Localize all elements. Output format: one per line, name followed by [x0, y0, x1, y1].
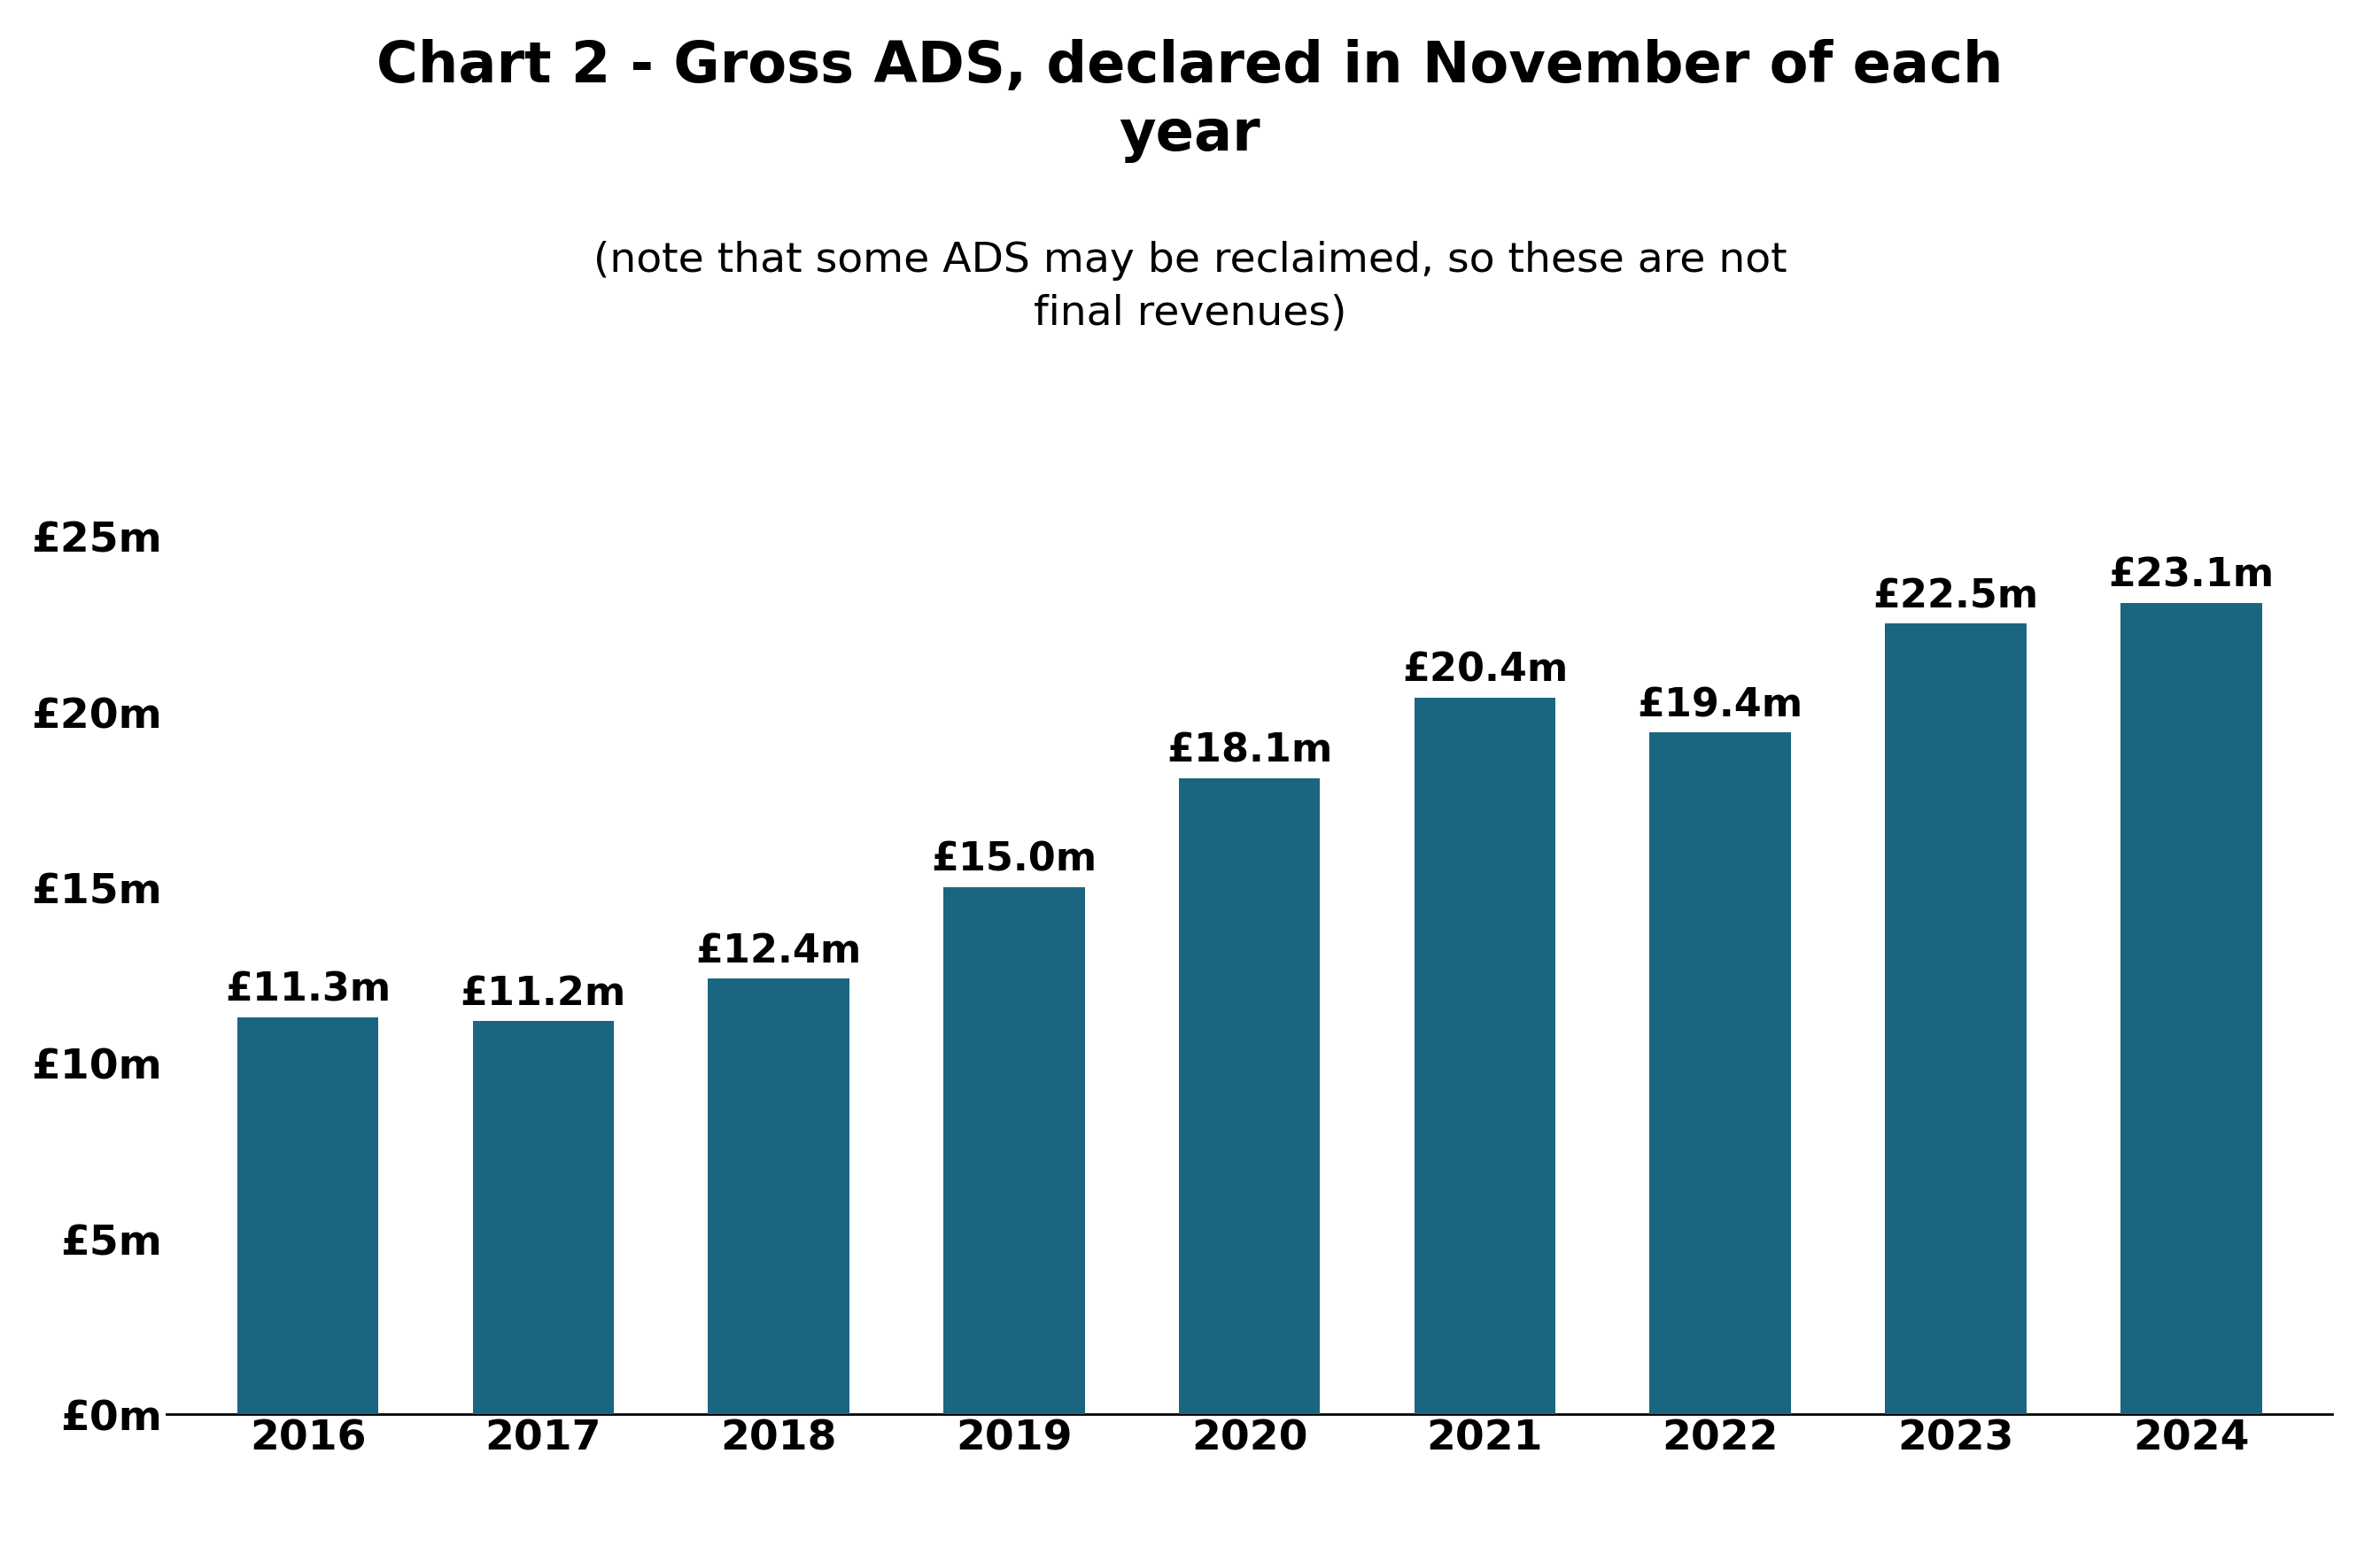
Text: (note that some ADS may be reclaimed, so these are not
final revenues): (note that some ADS may be reclaimed, so…: [593, 241, 1787, 333]
Text: £18.1m: £18.1m: [1166, 732, 1333, 769]
Text: £11.3m: £11.3m: [226, 971, 390, 1009]
Bar: [1649, 733, 1790, 1414]
Text: £11.2m: £11.2m: [459, 974, 626, 1012]
Bar: [709, 979, 850, 1414]
Bar: [238, 1018, 378, 1414]
Text: £20.4m: £20.4m: [1402, 651, 1568, 688]
Bar: [1414, 698, 1557, 1414]
Text: £23.1m: £23.1m: [2109, 556, 2273, 594]
Text: £12.4m: £12.4m: [695, 932, 862, 970]
Text: £22.5m: £22.5m: [1873, 578, 2040, 615]
Bar: [1885, 625, 2025, 1414]
Text: Chart 2 - Gross ADS, declared in November of each
year: Chart 2 - Gross ADS, declared in Novembe…: [376, 39, 2004, 163]
Bar: [942, 887, 1085, 1414]
Text: £19.4m: £19.4m: [1637, 687, 1804, 724]
Text: £15.0m: £15.0m: [931, 841, 1097, 878]
Bar: [474, 1021, 614, 1414]
Bar: [2121, 603, 2261, 1414]
Bar: [1178, 779, 1321, 1414]
